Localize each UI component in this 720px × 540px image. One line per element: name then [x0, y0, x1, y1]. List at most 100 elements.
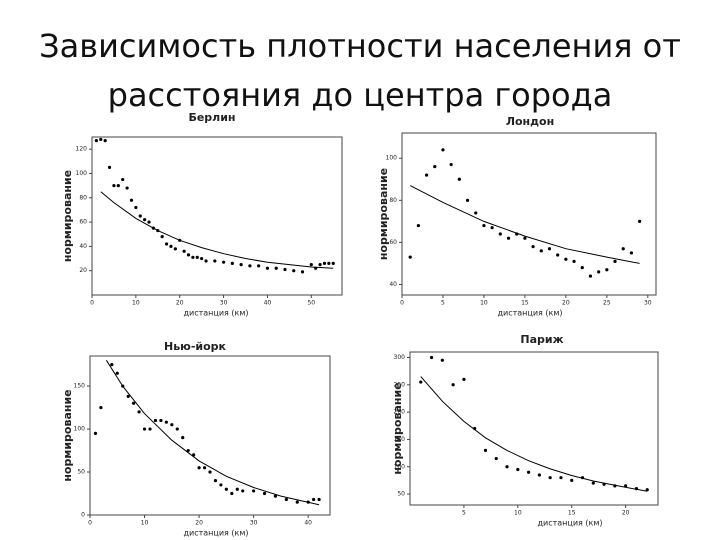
data-point — [580, 266, 584, 270]
data-point — [186, 448, 190, 453]
x-tick-label: 10 — [141, 520, 149, 527]
y-tick-label: 100 — [394, 463, 406, 470]
data-point — [322, 261, 327, 265]
data-point — [523, 236, 527, 240]
data-point — [181, 436, 185, 440]
x-tick-label: 30 — [644, 300, 652, 307]
data-point — [252, 489, 256, 493]
data-point — [527, 470, 531, 474]
data-point — [143, 218, 147, 222]
data-point — [129, 198, 134, 202]
plot-frame — [401, 132, 657, 296]
y-tick-label: 100 — [386, 155, 398, 162]
data-point — [483, 448, 488, 452]
data-point — [629, 251, 634, 255]
data-point — [224, 487, 228, 491]
x-tick-label: 20 — [195, 520, 203, 527]
data-point — [465, 198, 470, 202]
data-point — [200, 256, 204, 261]
x-tick-label: 40 — [264, 300, 272, 307]
data-point — [548, 476, 552, 480]
data-point — [182, 249, 186, 253]
data-point — [605, 268, 609, 272]
y-tick-label: 100 — [76, 170, 88, 177]
y-tick-label: 50 — [397, 491, 405, 498]
data-point — [449, 162, 453, 167]
data-point — [137, 410, 141, 414]
x-tick-label: 20 — [562, 300, 570, 307]
data-point — [142, 427, 147, 431]
y-tick-label: 60 — [79, 219, 87, 226]
x-tick-label: 20 — [176, 300, 184, 307]
x-tick-label: 40 — [304, 520, 312, 527]
y-tick-label: 40 — [79, 243, 87, 250]
data-point — [505, 465, 509, 469]
x-tick-label: 0 — [90, 300, 94, 307]
x-axis-label: дистанция (км) — [497, 309, 562, 318]
data-point — [239, 263, 243, 267]
data-point — [138, 214, 142, 218]
data-point — [309, 263, 313, 267]
y-axis-label: нормирование — [377, 168, 390, 260]
data-point — [241, 489, 245, 493]
data-point — [408, 255, 412, 259]
data-point — [164, 420, 168, 424]
data-point — [173, 247, 177, 251]
data-point — [159, 418, 163, 423]
chart: Нью-йорк дистанция (км) нормирование 0 10 20 3… — [61, 340, 331, 538]
chart: Лондон дистанция (км) нормирование 0 5 10 15 20… — [377, 115, 657, 318]
y-axis-label: нормирование — [391, 382, 404, 474]
data-point — [327, 261, 331, 265]
data-point — [230, 261, 234, 265]
y-axis-label: нормирование — [61, 170, 74, 262]
data-point — [645, 488, 649, 492]
chart-title: Лондон — [506, 115, 554, 128]
data-point — [318, 263, 322, 267]
data-point — [126, 394, 130, 398]
chart: Париж дистанция (км) нормирование 5 10 15 20 50… — [391, 333, 659, 528]
data-point — [262, 491, 267, 496]
chart: Берлин дистанция (км) нормирование 0 10 20 30 4… — [61, 111, 343, 318]
y-tick-label: 250 — [394, 381, 406, 388]
x-tick-label: 0 — [400, 300, 404, 307]
plot-frame — [409, 351, 659, 506]
data-point — [125, 186, 129, 190]
y-tick-label: 300 — [394, 354, 406, 361]
x-tick-label: 25 — [603, 300, 611, 307]
data-point — [219, 483, 223, 487]
x-tick-label: 20 — [622, 510, 630, 517]
x-tick-label: 50 — [307, 300, 315, 307]
data-point — [516, 467, 520, 472]
data-point — [115, 371, 119, 375]
y-tick-label: 150 — [74, 383, 86, 390]
fit-curve — [105, 360, 320, 506]
data-point — [539, 249, 543, 253]
data-point — [273, 494, 278, 498]
data-point — [300, 270, 305, 274]
data-point — [451, 383, 455, 387]
data-point — [621, 247, 625, 251]
y-tick-label: 150 — [394, 436, 406, 443]
plot-frame — [91, 136, 343, 296]
data-point — [588, 274, 593, 278]
y-tick-label: 0 — [81, 512, 85, 519]
y-tick-label: 60 — [389, 239, 397, 246]
plot-frame — [89, 355, 331, 516]
data-point — [547, 247, 552, 251]
data-point — [248, 264, 252, 268]
x-tick-label: 30 — [250, 520, 258, 527]
data-point — [208, 470, 212, 474]
data-point — [482, 223, 486, 228]
y-tick-label: 20 — [79, 267, 87, 274]
data-point — [221, 260, 226, 264]
data-point — [531, 245, 535, 249]
y-tick-label: 200 — [394, 409, 406, 416]
data-point — [440, 358, 444, 362]
x-axis-label: дистанция (км) — [183, 529, 248, 538]
y-tick-label: 80 — [79, 194, 87, 201]
data-point — [613, 259, 617, 263]
data-point — [474, 211, 478, 215]
x-tick-label: 10 — [514, 510, 522, 517]
data-point — [121, 177, 125, 182]
